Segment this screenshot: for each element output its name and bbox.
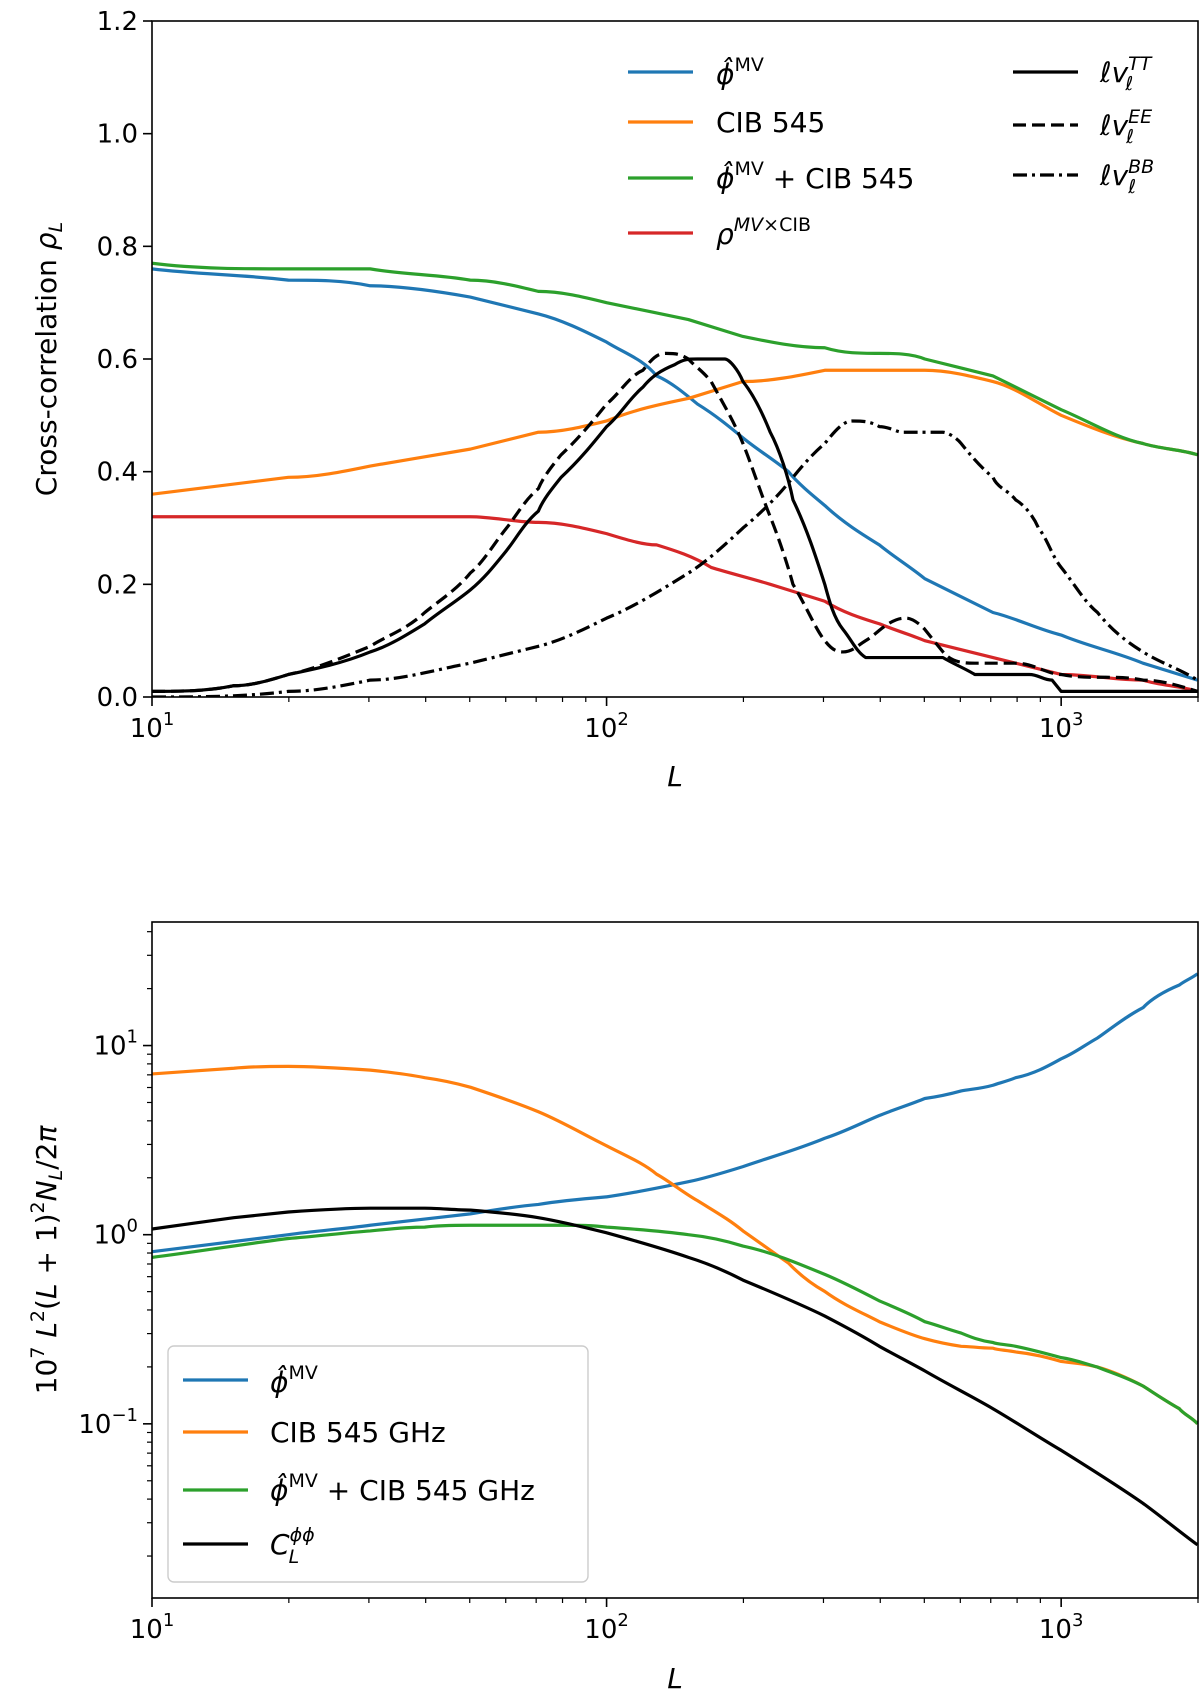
- bottom-series-line-3: [152, 1206, 1198, 1547]
- bottom-legend-frame: [167, 1345, 589, 1583]
- legend-label-rho: ρMV×CIB: [716, 214, 811, 251]
- bottom-xtick-label-0: 101: [130, 1610, 175, 1645]
- top-ytick-label-3: 0.6: [97, 345, 138, 375]
- top-panel-axes: 101 102 103 0.0 0.2 0.4 0.6 0.8 1.0 1.2: [97, 7, 1199, 744]
- top-series-line-3: [152, 515, 1198, 693]
- top-series-line-4: [152, 357, 1198, 693]
- top-ytick-label-5: 1.0: [97, 120, 138, 150]
- bottom-legend: ϕ̂MV CIB 545 GHz ϕ̂MV + CIB 545 GHz Cϕϕ L: [167, 1345, 589, 1583]
- top-legend: ϕ̂MV CIB 545 ϕ̂MV + CIB 545 ρMV×CIB ℓvTT…: [628, 53, 1154, 251]
- top-xtick-label-1: 102: [584, 709, 629, 744]
- top-series-line-6: [152, 419, 1198, 697]
- top-xtick-label-0: 101: [130, 709, 175, 744]
- bottom-series-line-2: [152, 1223, 1198, 1425]
- bottom-ytick-label-0: 10−1: [78, 1405, 138, 1440]
- bottom-xtick-label-2: 103: [1039, 1610, 1084, 1645]
- top-xtick-label-2: 103: [1039, 709, 1084, 744]
- legend-label-bb: ℓvBB ℓ: [1099, 156, 1154, 198]
- legend-label-cib: CIB 545: [716, 106, 825, 139]
- top-ylabel: Cross-correlation ρL: [30, 222, 67, 496]
- top-ytick-label-1: 0.2: [97, 570, 138, 600]
- legend-label-cib-ghz: CIB 545 GHz: [270, 1416, 446, 1449]
- top-ytick-label-4: 0.8: [97, 232, 138, 262]
- top-series-line-2: [152, 261, 1198, 457]
- legend-label-phi-mv: ϕ̂MV: [716, 54, 764, 91]
- bottom-xtick-label-1: 102: [584, 1610, 629, 1645]
- top-series-line-5: [152, 351, 1198, 693]
- bottom-series-line-0: [152, 972, 1198, 1254]
- bottom-panel-frame: [151, 921, 1199, 1599]
- top-panel: 101 102 103 0.0 0.2 0.4 0.6 0.8 1.0 1.2 ϕ̂MV CIB …: [30, 7, 1199, 793]
- top-series-line-1: [152, 368, 1198, 496]
- bottom-panel: 101 102 103 10−1 100 101 ϕ̂MV CIB 545 GHz ϕ̂M…: [27, 921, 1199, 1694]
- bottom-ytick-label-2: 101: [93, 1027, 138, 1062]
- legend-label-phi-mv-2: ϕ̂MV: [270, 1362, 318, 1399]
- bottom-ytick-label-1: 100: [93, 1216, 138, 1251]
- top-series-line-0: [152, 267, 1198, 682]
- legend-label-combined-ghz: ϕ̂MV + CIB 545 GHz: [270, 1470, 535, 1507]
- legend-label-tt: ℓvTT ℓ: [1099, 53, 1153, 95]
- top-ytick-label-0: 0.0: [97, 683, 138, 713]
- legend-label-combined: ϕ̂MV + CIB 545: [716, 158, 915, 195]
- bottom-panel-axes: 101 102 103 10−1 100 101: [78, 931, 1199, 1645]
- top-ytick-label-6: 1.2: [97, 7, 138, 37]
- top-xlabel: L: [667, 760, 683, 793]
- legend-label-ee: ℓvEE ℓ: [1099, 106, 1152, 148]
- bottom-panel-lines: [152, 972, 1198, 1547]
- bottom-ylabel: 107 L2(L + 1)2NL/2π: [27, 1125, 67, 1395]
- bottom-xlabel: L: [667, 1662, 683, 1694]
- top-panel-lines: [152, 261, 1198, 697]
- top-ytick-label-2: 0.4: [97, 458, 138, 488]
